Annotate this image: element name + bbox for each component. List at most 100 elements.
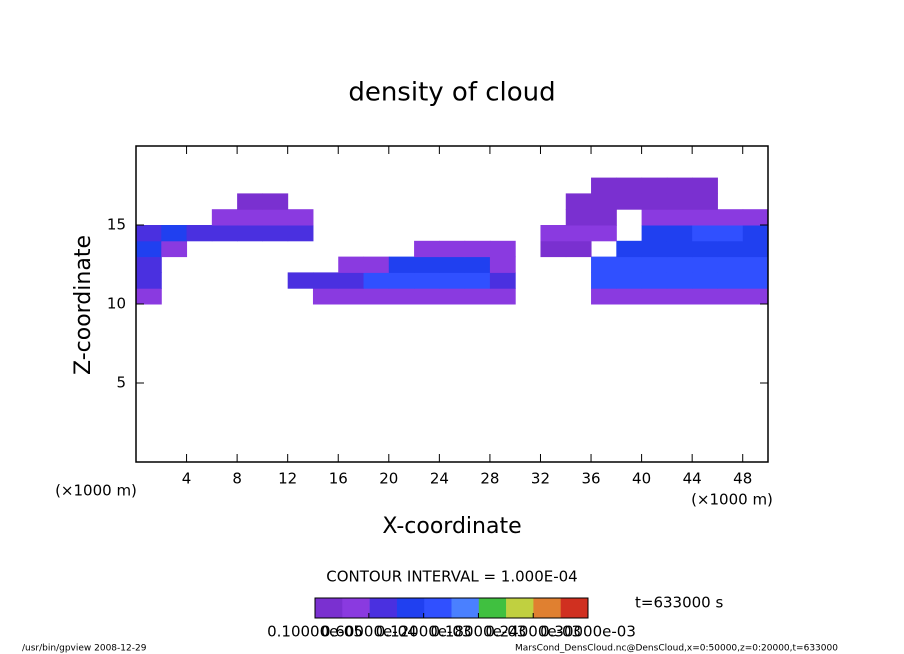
time-label: t=633000 s (635, 594, 723, 612)
colorbar-frame (314, 597, 589, 619)
cell (666, 193, 693, 210)
x-unit: (×1000 m) (691, 491, 773, 509)
y-unit: (×1000 m) (55, 482, 137, 500)
cell (742, 225, 769, 242)
x-tick-label: 32 (531, 470, 550, 488)
cell (692, 288, 718, 305)
cell (464, 240, 491, 258)
cell (136, 225, 162, 242)
cell (464, 272, 491, 289)
cell (616, 193, 643, 210)
cell (717, 272, 744, 289)
y-tick-label: 10 (107, 295, 126, 313)
x-tick-label: 16 (329, 470, 348, 488)
footer-left: /usr/bin/gpview 2008-12-29 (22, 644, 147, 654)
cell (666, 272, 693, 289)
cell (641, 177, 668, 194)
cell (692, 256, 718, 273)
cell (641, 240, 668, 258)
cell (211, 209, 238, 226)
cell (262, 209, 289, 226)
cell (338, 256, 365, 273)
x-tick-label: 28 (480, 470, 499, 488)
cell (641, 256, 668, 273)
cell (287, 272, 314, 289)
cell (464, 288, 491, 305)
x-tick-label: 4 (182, 470, 192, 488)
cell (489, 256, 516, 273)
cell (565, 240, 592, 258)
cell (565, 209, 592, 226)
cell (186, 225, 213, 242)
cell (439, 240, 466, 258)
cell (287, 225, 314, 242)
cell (641, 225, 668, 242)
cell (616, 272, 643, 289)
cell (388, 288, 415, 305)
cell (641, 288, 668, 305)
cell (312, 288, 339, 305)
cell (439, 272, 466, 289)
cell (338, 272, 365, 289)
cell (742, 209, 769, 226)
cell (388, 272, 415, 289)
cell (666, 177, 693, 194)
chart-title: density of cloud (348, 78, 555, 108)
cell (742, 240, 769, 258)
cell (211, 225, 238, 242)
cell (742, 288, 769, 305)
cell (439, 256, 466, 273)
x-tick-label: 24 (430, 470, 449, 488)
y-tick-label: 5 (116, 374, 126, 392)
cell (414, 288, 440, 305)
x-tick-label: 44 (683, 470, 702, 488)
cell (692, 272, 718, 289)
contour-interval: CONTOUR INTERVAL = 1.000E-04 (326, 568, 577, 586)
cell (591, 288, 617, 305)
cell (312, 272, 339, 289)
cell (363, 256, 390, 273)
cell (591, 272, 617, 289)
x-tick-label: 48 (733, 470, 752, 488)
x-tick-label: 12 (278, 470, 297, 488)
cell (641, 272, 668, 289)
cell (616, 240, 643, 258)
cell (237, 209, 263, 226)
cell (717, 225, 744, 242)
cell (136, 288, 162, 305)
colorbar-label: 0.18000e-03 (431, 623, 527, 641)
colorbar-segment (342, 598, 370, 618)
cell (692, 177, 718, 194)
cell (287, 209, 314, 226)
cell (616, 256, 643, 273)
cell (641, 209, 668, 226)
colorbar-label: 0.12000e-03 (376, 623, 472, 641)
cell (414, 272, 440, 289)
cell (161, 225, 188, 242)
cell (666, 240, 693, 258)
colorbar-segment (315, 598, 343, 618)
cell (338, 288, 365, 305)
colorbar-segment (424, 598, 452, 618)
colorbar-segment (478, 598, 507, 618)
cell (489, 240, 516, 258)
cell (388, 256, 415, 273)
cell (363, 272, 390, 289)
x-axis-label: X-coordinate (382, 514, 521, 539)
cell (692, 225, 718, 242)
cell (161, 240, 188, 258)
cell (692, 209, 718, 226)
colorbar-label: 0.10000e-05 (267, 623, 363, 641)
cell (591, 209, 617, 226)
x-tick-label: 20 (379, 470, 398, 488)
cell (742, 256, 769, 273)
colorbar-label: 0.24000e-03 (485, 623, 581, 641)
cell (666, 256, 693, 273)
cell (262, 193, 289, 210)
cell (666, 225, 693, 242)
cell (414, 240, 440, 258)
cell (692, 193, 718, 210)
x-tick-label: 36 (581, 470, 600, 488)
cell (464, 256, 491, 273)
colorbar-segment (560, 598, 589, 618)
